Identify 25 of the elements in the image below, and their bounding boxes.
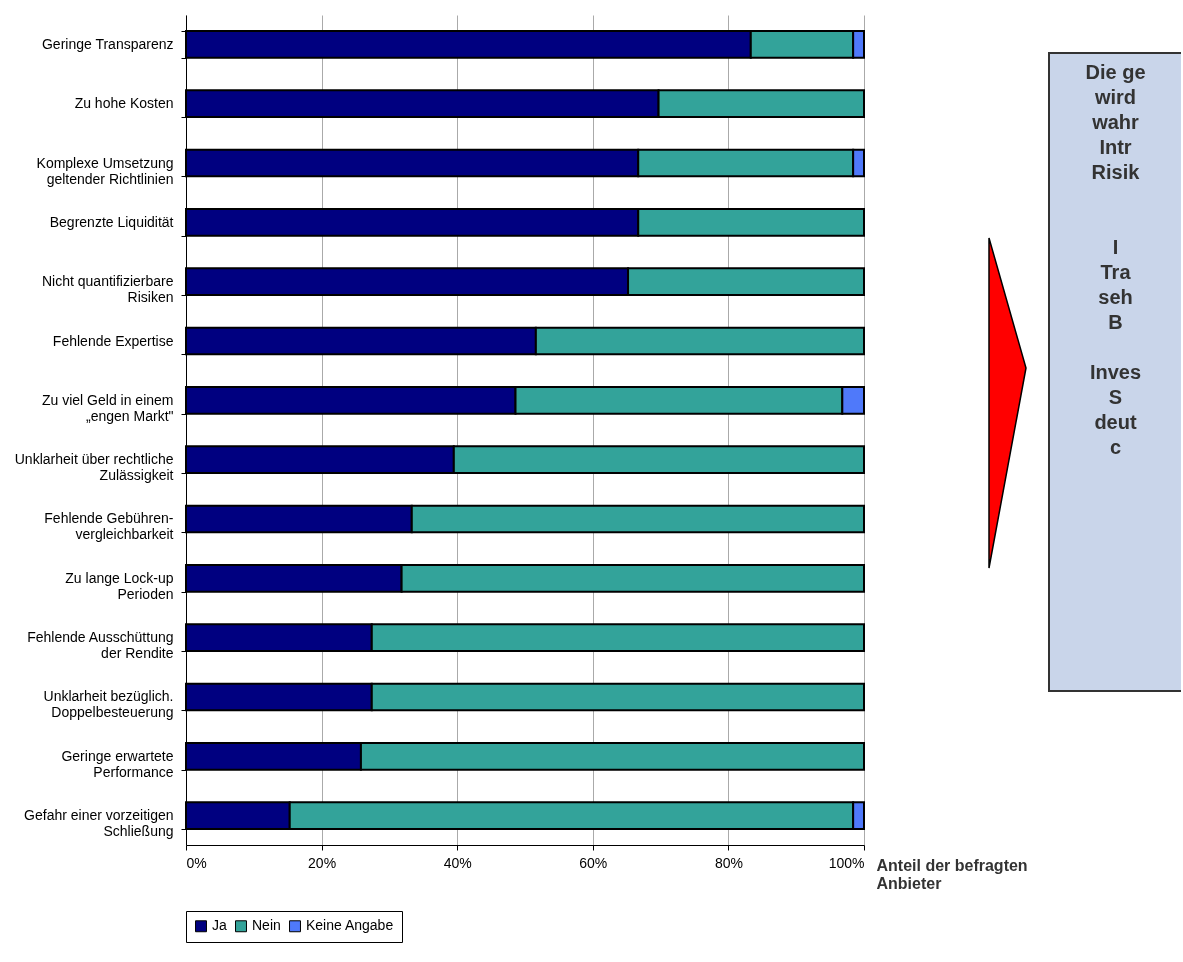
y-tick-label: Fehlende Expertise	[52, 332, 174, 349]
x-tick-label: 20%	[308, 854, 337, 871]
y-tick-label: Geringe erwartete Performance	[61, 747, 174, 780]
y-tick-label: Geringe Transparenz	[41, 35, 174, 52]
y-tick-label: Komplexe Umsetzung geltender Richtlinien	[36, 154, 174, 187]
legend-label: Ja	[212, 917, 227, 934]
x-axis-title: Anteil der befragten Anbieter	[876, 856, 1028, 892]
y-tick-label: Unklarheit über rechtliche Zulässigkeit	[14, 451, 174, 484]
legend-label: Nein	[252, 917, 281, 934]
legend-label: Keine Angabe	[306, 917, 394, 934]
y-tick-label: Nicht quantifizierbare Risiken	[41, 273, 174, 306]
text: Die ge wird wahr Intr Risik I Tra seh B Inves S deut c	[1085, 61, 1146, 458]
y-tick-label: Zu viel Geld in einem „engen Markt"	[41, 391, 174, 424]
x-tick-label: 0%	[186, 854, 207, 871]
x-tick-label: 80%	[714, 854, 743, 871]
y-tick-label: Unklarheit bezüglich. Doppelbesteuerung	[43, 688, 174, 721]
x-tick-label: 100%	[828, 854, 865, 871]
x-tick-label: 60%	[579, 854, 608, 871]
y-tick-label: Zu hohe Kosten	[74, 95, 174, 112]
y-tick-label: Begrenzte Liquidität	[49, 213, 174, 230]
x-tick-label: 40%	[443, 854, 472, 871]
y-tick-label: Fehlende Ausschüttung der Rendite	[27, 629, 174, 662]
y-tick-label: Gefahr einer vorzeitigen Schließung	[24, 807, 174, 840]
y-tick-label: Zu lange Lock-up Perioden	[65, 569, 174, 602]
y-tick-label: Fehlende Gebühren- vergleichbarkeit	[44, 510, 174, 543]
